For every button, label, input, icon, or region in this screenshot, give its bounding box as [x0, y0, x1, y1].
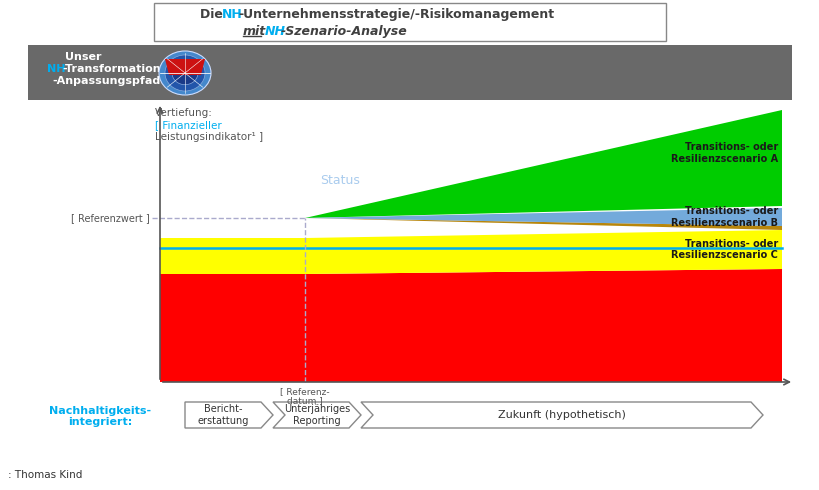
Text: -Szenario-Analyse: -Szenario-Analyse: [281, 24, 407, 38]
Polygon shape: [305, 110, 781, 218]
Text: mit: mit: [242, 24, 266, 38]
Text: -Unternehmensstrategie/-Risikomanagement: -Unternehmensstrategie/-Risikomanagement: [238, 7, 554, 21]
Text: Transitions- oder
Resilienzscenario B: Transitions- oder Resilienzscenario B: [670, 206, 777, 228]
Text: Nachhaltigkeits-: Nachhaltigkeits-: [49, 406, 151, 416]
Text: Unser: Unser: [65, 52, 101, 62]
Ellipse shape: [165, 55, 205, 91]
Text: Die: Die: [200, 7, 227, 21]
Text: Transitions- oder
Resilienzscenario C: Transitions- oder Resilienzscenario C: [670, 239, 777, 260]
Bar: [160, 274, 305, 382]
Text: Leistungsindikator¹ ]: Leistungsindikator¹ ]: [155, 132, 263, 142]
Text: Bericht-
erstattung: Bericht- erstattung: [197, 404, 248, 426]
Text: Status: Status: [319, 173, 360, 187]
Text: NH: NH: [47, 64, 66, 74]
Text: integriert:: integriert:: [68, 417, 132, 427]
Polygon shape: [185, 402, 273, 428]
Polygon shape: [273, 402, 360, 428]
Text: [ Referenz-: [ Referenz-: [280, 387, 329, 396]
Text: Transitions- oder
Resilienzscenario A: Transitions- oder Resilienzscenario A: [670, 142, 777, 164]
Text: NH: NH: [222, 7, 242, 21]
Ellipse shape: [159, 51, 210, 95]
Polygon shape: [160, 269, 781, 382]
Text: [ Finanzieller: [ Finanzieller: [155, 120, 221, 130]
Polygon shape: [305, 230, 781, 274]
Polygon shape: [305, 218, 781, 230]
Text: NH: NH: [265, 24, 286, 38]
Ellipse shape: [172, 61, 197, 85]
FancyBboxPatch shape: [154, 3, 665, 41]
Text: [ Referenzwert ]: [ Referenzwert ]: [71, 213, 150, 223]
Text: -Transformations-/: -Transformations-/: [62, 64, 176, 74]
Text: : Thomas Kind: : Thomas Kind: [8, 470, 82, 480]
Text: Zukunft (hypothetisch): Zukunft (hypothetisch): [497, 410, 625, 420]
Text: Vertiefung:: Vertiefung:: [155, 108, 213, 118]
Bar: [28, 45, 791, 100]
Polygon shape: [305, 208, 781, 226]
Text: -Anpassungspfad: -Anpassungspfad: [52, 76, 160, 86]
Polygon shape: [360, 402, 762, 428]
Bar: [160, 238, 305, 274]
Polygon shape: [165, 59, 205, 75]
Text: datum ]: datum ]: [287, 396, 323, 405]
Text: Unterjähriges
Reporting: Unterjähriges Reporting: [283, 404, 350, 426]
